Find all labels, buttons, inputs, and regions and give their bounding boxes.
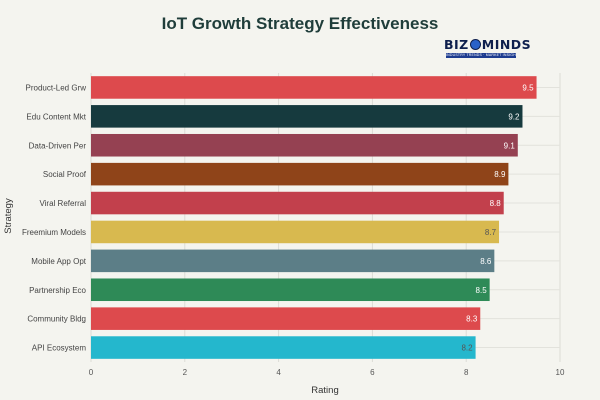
bizminds-logo: BIZ MINDS INDUSTRY TRENDS · MARKET INSIGH… (444, 38, 531, 62)
bar-value-label: 9.5 (522, 83, 534, 92)
y-tick-label: Product-Led Grw (26, 83, 87, 92)
bar-value-label: 9.2 (508, 112, 520, 121)
y-tick-label: Mobile App Opt (31, 257, 86, 266)
bar-viral-referral (91, 191, 504, 215)
bar-edu-content-mkt (91, 105, 523, 128)
bar-value-label: 8.3 (466, 315, 478, 324)
bar-freemium-models (91, 220, 500, 244)
bar-value-label: 8.8 (490, 199, 502, 208)
logo-name-part2: MINDS (481, 37, 532, 52)
bar-mobile-app-opt (91, 249, 495, 273)
bar-product-led-grw (91, 76, 537, 99)
y-tick-label: Edu Content Mkt (26, 112, 86, 121)
y-tick-labels: Product-Led Grw Edu Content Mkt Data-Drive… (22, 83, 87, 352)
x-tick-label: 8 (464, 368, 469, 377)
x-tick-label: 6 (370, 368, 375, 377)
value-labels: 9.5 9.2 9.1 8.9 8.8 8.7 8.6 8.5 8.3 8.2 (461, 83, 534, 352)
chart-title: IoT Growth Strategy Effectiveness (161, 14, 439, 33)
bar-social-proof (91, 162, 509, 186)
x-tick-labels: 0 2 4 6 8 10 (89, 368, 565, 377)
bar-community-bldg (91, 307, 481, 330)
bar-value-label: 8.6 (480, 257, 492, 266)
y-tick-label: Freemium Models (22, 228, 86, 237)
logo-wordmark: BIZ MINDS (444, 38, 531, 51)
bar-value-label: 8.2 (461, 344, 473, 353)
logo-tagline: INDUSTRY TRENDS · MARKET INSIGHTS (446, 53, 516, 58)
globe-icon (469, 39, 481, 50)
bar-partnership-eco (91, 278, 490, 302)
y-tick-label: Social Proof (43, 170, 87, 179)
logo-name-part1: BIZ (444, 37, 469, 52)
y-tick-label: API Ecosystem (32, 344, 87, 353)
x-tick-label: 10 (556, 368, 565, 377)
bar-value-label: 8.5 (476, 286, 488, 295)
y-tick-label: Viral Referral (39, 199, 86, 208)
y-tick-label: Data-Driven Per (29, 141, 87, 150)
x-tick-label: 2 (183, 368, 188, 377)
x-tick-label: 0 (89, 368, 94, 377)
bar-value-label: 9.1 (504, 141, 516, 150)
bar-value-label: 8.7 (485, 228, 497, 237)
bar-data-driven-per (91, 133, 518, 157)
y-tick-label: Partnership Eco (29, 286, 86, 295)
x-tick-label: 4 (276, 368, 281, 377)
x-axis-label: Rating (311, 385, 338, 396)
y-axis-label: Strategy (3, 198, 14, 234)
bar-value-label: 8.9 (494, 170, 506, 179)
bars (91, 76, 537, 359)
bar-api-ecosystem (91, 336, 476, 359)
y-tick-label: Community Bldg (27, 315, 86, 324)
